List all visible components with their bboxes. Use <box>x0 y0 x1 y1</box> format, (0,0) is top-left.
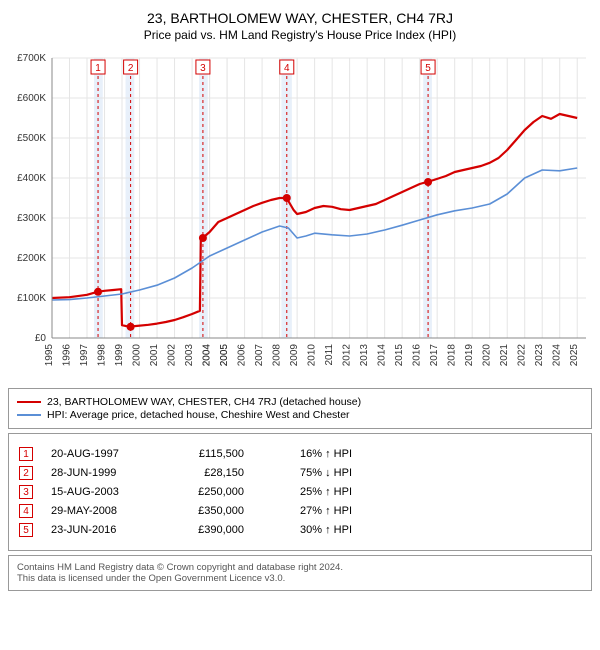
svg-text:£500K: £500K <box>17 133 46 144</box>
svg-text:3: 3 <box>200 63 206 74</box>
event-date: 29-MAY-2008 <box>51 505 146 517</box>
event-marker: 5 <box>19 523 33 537</box>
svg-text:2004: 2004 <box>202 344 213 367</box>
event-delta: 75% ↓ HPI <box>262 467 352 479</box>
event-delta: 25% ↑ HPI <box>262 486 352 498</box>
event-row: 5 23-JUN-2016 £390,000 30% ↑ HPI <box>19 523 581 537</box>
event-marker: 2 <box>19 466 33 480</box>
svg-text:1: 1 <box>95 63 101 74</box>
svg-text:1999: 1999 <box>114 344 125 367</box>
svg-text:5: 5 <box>425 63 431 74</box>
svg-text:2010: 2010 <box>307 344 318 367</box>
svg-text:2022: 2022 <box>517 344 528 367</box>
legend-swatch <box>17 414 41 416</box>
svg-text:£700K: £700K <box>17 53 46 64</box>
svg-text:2014: 2014 <box>377 344 388 367</box>
svg-text:2020: 2020 <box>482 344 493 367</box>
svg-text:1998: 1998 <box>97 344 108 367</box>
event-date: 23-JUN-2016 <box>51 524 146 536</box>
page-title: 23, BARTHOLOMEW WAY, CHESTER, CH4 7RJ <box>8 10 592 26</box>
event-date: 15-AUG-2003 <box>51 486 146 498</box>
event-delta: 27% ↑ HPI <box>262 505 352 517</box>
footer-line-1: Contains HM Land Registry data © Crown c… <box>17 562 583 573</box>
svg-text:1997: 1997 <box>79 344 90 367</box>
svg-text:£600K: £600K <box>17 93 46 104</box>
svg-text:2016: 2016 <box>412 344 423 367</box>
event-price: £350,000 <box>164 505 244 517</box>
svg-text:2012: 2012 <box>342 344 353 367</box>
legend-row: 23, BARTHOLOMEW WAY, CHESTER, CH4 7RJ (d… <box>17 396 583 408</box>
svg-text:2018: 2018 <box>447 344 458 367</box>
svg-text:1996: 1996 <box>62 344 73 367</box>
svg-text:2006: 2006 <box>237 344 248 367</box>
svg-text:2021: 2021 <box>499 344 510 367</box>
events-table: 1 20-AUG-1997 £115,500 16% ↑ HPI 2 28-JUN-199… <box>8 433 592 551</box>
event-date: 28-JUN-1999 <box>51 467 146 479</box>
footer-attribution: Contains HM Land Registry data © Crown c… <box>8 555 592 591</box>
svg-text:2001: 2001 <box>149 344 160 367</box>
svg-text:£400K: £400K <box>17 173 46 184</box>
event-marker: 4 <box>19 504 33 518</box>
svg-text:£200K: £200K <box>17 253 46 264</box>
event-row: 4 29-MAY-2008 £350,000 27% ↑ HPI <box>19 504 581 518</box>
svg-text:2008: 2008 <box>272 344 283 367</box>
event-row: 1 20-AUG-1997 £115,500 16% ↑ HPI <box>19 447 581 461</box>
svg-text:£100K: £100K <box>17 293 46 304</box>
price-chart: £0 £100K £200K £300K £400K £500K £600K £700K 199… <box>8 50 592 380</box>
event-price: £115,500 <box>164 448 244 460</box>
svg-text:2024: 2024 <box>552 344 563 367</box>
svg-text:2023: 2023 <box>534 344 545 367</box>
svg-text:2007: 2007 <box>254 344 265 367</box>
svg-text:2025: 2025 <box>569 344 580 367</box>
svg-text:2: 2 <box>128 63 134 74</box>
svg-text:2017: 2017 <box>429 344 440 367</box>
svg-text:4: 4 <box>284 63 290 74</box>
svg-text:2009: 2009 <box>289 344 300 367</box>
svg-text:2019: 2019 <box>464 344 475 367</box>
svg-text:£0: £0 <box>35 333 47 344</box>
event-delta: 16% ↑ HPI <box>262 448 352 460</box>
svg-text:2003: 2003 <box>184 344 195 367</box>
legend-box: 23, BARTHOLOMEW WAY, CHESTER, CH4 7RJ (d… <box>8 388 592 429</box>
svg-text:2000: 2000 <box>132 344 143 367</box>
event-marker: 3 <box>19 485 33 499</box>
event-row: 3 15-AUG-2003 £250,000 25% ↑ HPI <box>19 485 581 499</box>
chart-svg: £0 £100K £200K £300K £400K £500K £600K £700K 199… <box>8 50 592 380</box>
event-marker: 1 <box>19 447 33 461</box>
page-subtitle: Price paid vs. HM Land Registry's House … <box>8 28 592 42</box>
legend-swatch <box>17 401 41 403</box>
svg-text:1995: 1995 <box>44 344 55 367</box>
event-price: £28,150 <box>164 467 244 479</box>
legend-label: 23, BARTHOLOMEW WAY, CHESTER, CH4 7RJ (d… <box>47 396 361 408</box>
event-row: 2 28-JUN-1999 £28,150 75% ↓ HPI <box>19 466 581 480</box>
svg-text:2002: 2002 <box>167 344 178 367</box>
event-price: £250,000 <box>164 486 244 498</box>
svg-text:2015: 2015 <box>394 344 405 367</box>
legend-label: HPI: Average price, detached house, Ches… <box>47 409 350 421</box>
svg-text:2011: 2011 <box>324 344 335 366</box>
event-price: £390,000 <box>164 524 244 536</box>
event-date: 20-AUG-1997 <box>51 448 146 460</box>
event-delta: 30% ↑ HPI <box>262 524 352 536</box>
svg-text:2005: 2005 <box>219 344 230 367</box>
svg-text:£300K: £300K <box>17 213 46 224</box>
legend-row: HPI: Average price, detached house, Ches… <box>17 409 583 421</box>
footer-line-2: This data is licensed under the Open Gov… <box>17 573 583 584</box>
svg-text:2013: 2013 <box>359 344 370 367</box>
